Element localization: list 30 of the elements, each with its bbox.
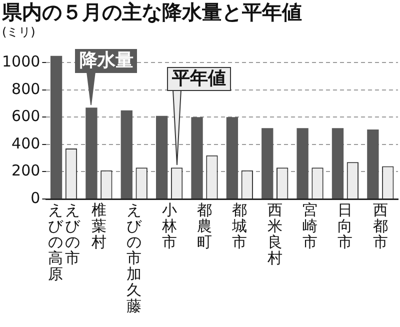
y-tick-label: 1000 (2, 52, 40, 71)
category-label: えびの市えびの高原 (48, 201, 80, 283)
bar (262, 128, 274, 198)
series-label: 降水量 (75, 49, 138, 73)
x-tick-label: 西米良村 (266, 201, 283, 267)
y-tick-label: 800 (12, 80, 40, 98)
x-tick-label: 日向市 (337, 201, 354, 251)
bar (296, 128, 308, 198)
bar (332, 128, 344, 198)
x-tick-label: えびの市加久藤 (126, 201, 142, 315)
bar (86, 108, 98, 198)
text: 平年値 (166, 67, 231, 91)
y-tick-label: 200 (12, 162, 40, 180)
x-tick-label: 椎葉村 (90, 201, 107, 251)
x-tick-label: 都農町 (196, 201, 212, 251)
bar (50, 56, 62, 198)
x-tick-label: 西都市 (372, 201, 388, 251)
y-axis-title: (ミリ) (2, 25, 36, 39)
x-tick-label: 小林市 (161, 201, 178, 251)
bar (367, 129, 379, 198)
bar (156, 116, 168, 198)
y-tick-label: 0 (30, 188, 40, 207)
y-tick-label: 600 (12, 107, 40, 126)
bar (120, 110, 132, 198)
bar (191, 117, 203, 198)
chart-title: 県内の５月の主な降水量と平年値 (2, 0, 302, 24)
bar (226, 117, 238, 198)
y-tick-label: 400 (12, 134, 40, 152)
x-tick-label: 都城市 (232, 201, 248, 251)
x-tick-label: 宮崎市 (302, 201, 318, 251)
